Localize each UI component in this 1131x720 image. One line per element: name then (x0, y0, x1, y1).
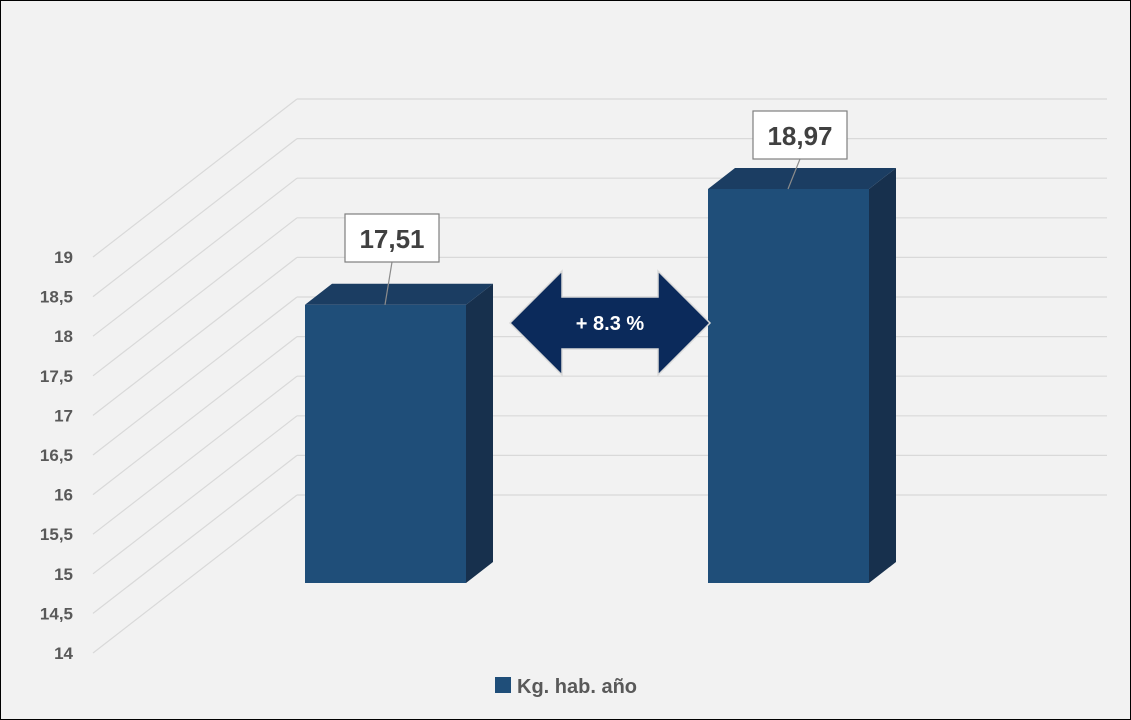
legend-label: Kg. hab. año (517, 676, 637, 698)
data-label-leader (384, 261, 393, 305)
gridline-diagonal (92, 138, 298, 298)
change-annotation-text: + 8.3 % (576, 313, 645, 335)
gridline-diagonal (92, 415, 298, 575)
bar-top (305, 283, 493, 305)
y-tick-label: 19 (54, 248, 73, 267)
change-annotation: + 8.3 % (508, 269, 712, 377)
bar (305, 283, 493, 583)
y-tick-label: 18 (54, 327, 73, 346)
gridline-diagonal (92, 375, 298, 535)
legend: Kg. hab. año (495, 676, 637, 698)
gridline-diagonal (92, 217, 298, 377)
bar-front (708, 189, 869, 583)
data-label: 18,97 (752, 110, 848, 190)
gridline-diagonal (92, 494, 298, 654)
data-label-box (344, 213, 440, 263)
y-tick-label: 17,5 (40, 367, 73, 386)
gridlines (92, 98, 1107, 654)
gridline-diagonal (92, 296, 298, 456)
legend-swatch (495, 677, 511, 693)
data-label-text: 17,51 (359, 224, 424, 254)
y-tick-label: 15,5 (40, 525, 73, 544)
bar-front (305, 304, 466, 583)
y-tick-label: 16,5 (40, 446, 73, 465)
y-axis-ticks: 14 14,5 15 15,5 16 16,5 17 17,5 18 18,5 19 (40, 248, 74, 663)
y-tick-label: 14,5 (40, 604, 73, 623)
data-label: 17,51 (344, 213, 440, 305)
gridline-diagonal (92, 454, 298, 614)
bar-side (466, 283, 493, 583)
y-tick-label: 18,5 (40, 288, 73, 307)
data-labels: 17,51 18,97 (344, 110, 848, 305)
y-tick-label: 17 (54, 406, 73, 425)
data-label-leader (787, 158, 801, 190)
bar-top (708, 168, 896, 189)
gridline-diagonal (92, 98, 298, 258)
gridline-diagonal (92, 256, 298, 416)
double-arrow-icon (508, 269, 712, 377)
gridline-diagonal (92, 336, 298, 496)
data-label-text: 18,97 (767, 121, 832, 151)
y-tick-label: 14 (54, 644, 73, 663)
bars (305, 168, 896, 583)
bar (708, 168, 896, 583)
bar-side (869, 168, 896, 583)
y-tick-label: 16 (54, 486, 73, 505)
y-tick-label: 15 (54, 565, 73, 584)
data-label-box (752, 110, 848, 160)
gridline-diagonal (92, 177, 298, 337)
